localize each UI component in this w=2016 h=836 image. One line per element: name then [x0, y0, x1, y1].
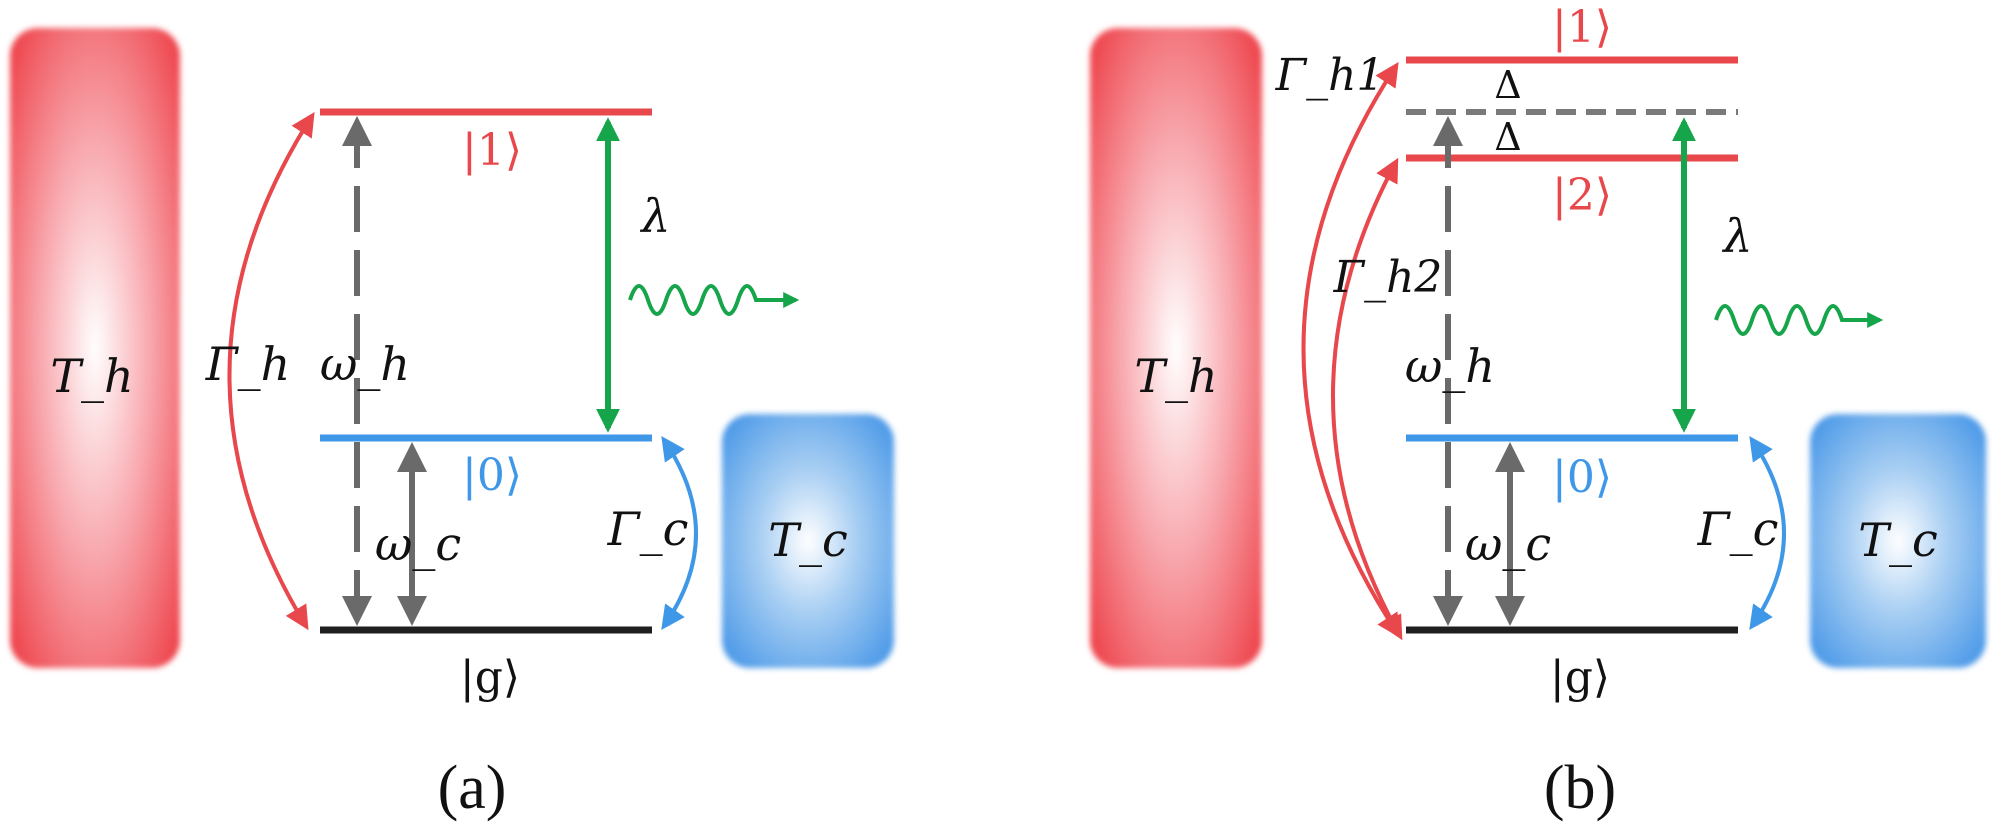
- gamma-h2-label: Γ_h2: [1333, 252, 1443, 303]
- photon-wave: [1714, 304, 1884, 336]
- lambda-label: λ: [639, 189, 670, 243]
- hot-bath-label: T_h: [1134, 349, 1217, 403]
- gamma-c-arrow: [1749, 436, 1786, 630]
- level-0-label: |0⟩: [1552, 452, 1612, 503]
- gamma-h-arrow: [227, 111, 315, 631]
- cold-bath-label: T_c: [768, 513, 847, 567]
- level-g-label: |g⟩: [460, 652, 520, 703]
- hot-bath: [10, 28, 180, 668]
- hot-bath: [1090, 28, 1262, 668]
- photon-wave: [628, 284, 800, 316]
- caption-a: (a): [438, 754, 507, 822]
- level-2-label: |2⟩: [1552, 170, 1612, 221]
- level-1-label: |1⟩: [462, 125, 522, 176]
- gamma-c-label: Γ_c: [607, 502, 689, 556]
- level-1-label: |1⟩: [1552, 2, 1612, 53]
- gamma-c-label: Γ_c: [1697, 502, 1779, 556]
- panel-a: T_h T_c |1⟩ |0⟩ |g⟩ ω_h ω_c λ Γ_h Γ_c (a…: [10, 28, 894, 822]
- panel-b: T_h T_c |1⟩ Δ Δ |2⟩ |0⟩ |g⟩ ω_h ω_c λ Γ_…: [1090, 2, 1986, 822]
- gamma-h-label: Γ_h: [205, 337, 291, 391]
- delta-bottom-label: Δ: [1494, 115, 1521, 159]
- cold-bath-label: T_c: [1858, 513, 1937, 567]
- gamma-h2-arrow: [1331, 157, 1403, 641]
- level-0-label: |0⟩: [462, 450, 522, 501]
- gamma-c-arrow: [661, 436, 698, 630]
- gamma-h1-label: Γ_h1: [1275, 50, 1385, 101]
- caption-b: (b): [1544, 754, 1616, 822]
- level-g-label: |g⟩: [1550, 652, 1610, 703]
- omega-c-label: ω_c: [1465, 517, 1551, 571]
- lambda-label: λ: [1721, 209, 1752, 263]
- hot-bath-label: T_h: [50, 349, 133, 403]
- delta-top-label: Δ: [1494, 63, 1521, 107]
- gamma-h1-arrow: [1301, 61, 1401, 639]
- omega-h-label: ω_h: [320, 337, 410, 391]
- cold-bath: [1810, 414, 1986, 668]
- omega-h-label: ω_h: [1405, 339, 1495, 393]
- cold-bath: [722, 414, 894, 668]
- omega-c-label: ω_c: [375, 517, 461, 571]
